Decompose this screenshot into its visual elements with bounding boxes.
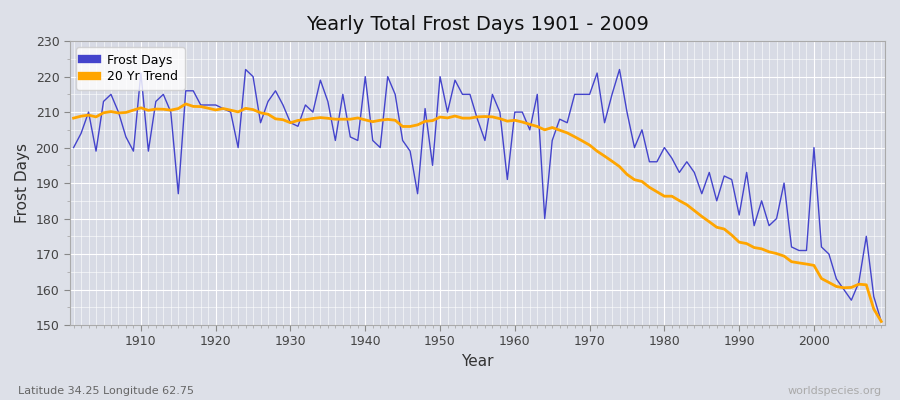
- Frost Days: [240, 67, 251, 72]
- Frost Days: [509, 110, 520, 114]
- 20 Yr Trend: [876, 319, 886, 324]
- 20 Yr Trend: [128, 108, 139, 112]
- Frost Days: [517, 110, 527, 114]
- 20 Yr Trend: [509, 118, 520, 123]
- Text: Latitude 34.25 Longitude 62.75: Latitude 34.25 Longitude 62.75: [18, 386, 194, 396]
- 20 Yr Trend: [517, 120, 527, 124]
- Title: Yearly Total Frost Days 1901 - 2009: Yearly Total Frost Days 1901 - 2009: [306, 15, 649, 34]
- Legend: Frost Days, 20 Yr Trend: Frost Days, 20 Yr Trend: [76, 47, 184, 90]
- 20 Yr Trend: [300, 117, 310, 122]
- 20 Yr Trend: [607, 159, 617, 164]
- Line: 20 Yr Trend: 20 Yr Trend: [74, 104, 881, 322]
- Frost Days: [876, 319, 886, 324]
- X-axis label: Year: Year: [461, 354, 494, 369]
- Y-axis label: Frost Days: Frost Days: [15, 143, 30, 223]
- 20 Yr Trend: [180, 102, 191, 106]
- Frost Days: [128, 149, 139, 154]
- Frost Days: [345, 134, 356, 139]
- Frost Days: [300, 102, 310, 107]
- Frost Days: [68, 145, 79, 150]
- 20 Yr Trend: [68, 116, 79, 120]
- Line: Frost Days: Frost Days: [74, 70, 881, 322]
- Frost Days: [607, 92, 617, 97]
- Text: worldspecies.org: worldspecies.org: [788, 386, 882, 396]
- 20 Yr Trend: [345, 117, 356, 122]
